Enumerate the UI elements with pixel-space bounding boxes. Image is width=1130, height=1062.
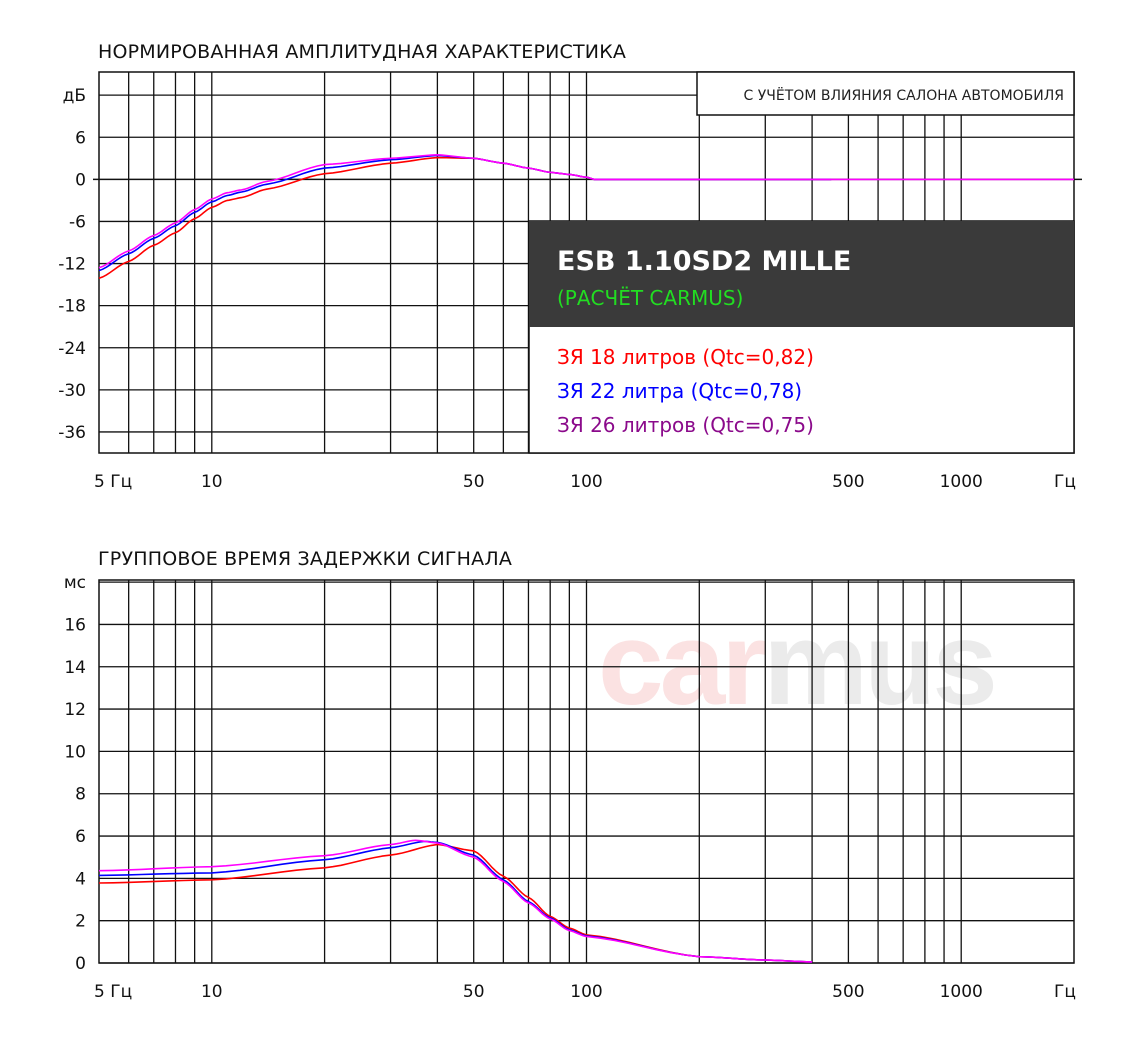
note-text: С УЧЁТОМ ВЛИЯНИЯ САЛОНА АВТОМОБИЛЯ <box>744 86 1064 104</box>
y-tick-label: -12 <box>58 255 86 275</box>
legend-model: ESB 1.10SD2 MILLE <box>557 246 851 277</box>
y-tick-label: 14 <box>64 658 86 678</box>
x-tick-label: 100 <box>570 982 602 1002</box>
y-tick-label: 0 <box>75 954 86 974</box>
y-tick-label: 0 <box>75 170 86 190</box>
series-line-2 <box>98 839 813 963</box>
x-tick-label: Гц <box>1054 982 1076 1002</box>
y-tick-label: мс <box>64 573 86 593</box>
x-tick-label: 10 <box>201 982 223 1002</box>
x-tick-label: 1000 <box>940 982 983 1002</box>
x-tick-label: 500 <box>832 472 864 492</box>
x-tick-label: 10 <box>201 472 223 492</box>
y-tick-label: 10 <box>64 742 86 762</box>
delay-chart-title: ГРУППОВОЕ ВРЕМЯ ЗАДЕРЖКИ СИГНАЛА <box>98 548 512 570</box>
note-box <box>696 71 1075 116</box>
x-tick-label: 50 <box>463 472 485 492</box>
amplitude-chart-title: НОРМИРОВАННАЯ АМПЛИТУДНАЯ ХАРАКТЕРИСТИКА <box>98 41 626 63</box>
y-tick-label: 12 <box>64 700 86 720</box>
y-tick-label: -6 <box>69 212 86 232</box>
y-tick-label: дБ <box>63 86 86 106</box>
x-tick-label: 5 Гц <box>94 982 132 1002</box>
amplitude-chart-overlays: С УЧЁТОМ ВЛИЯНИЯ САЛОНА АВТОМОБИЛЯ ESB 1… <box>528 71 1075 454</box>
y-tick-label: 16 <box>64 615 86 635</box>
y-tick-label: -36 <box>58 423 86 443</box>
y-tick-label: 8 <box>75 785 86 805</box>
y-tick-label: 6 <box>75 827 86 847</box>
y-tick-label: -30 <box>58 381 86 401</box>
legend-header <box>529 221 1074 327</box>
y-tick-label: 4 <box>75 869 86 889</box>
x-tick-label: Гц <box>1054 472 1076 492</box>
y-tick-label: -24 <box>58 339 86 359</box>
svg-text:carmus: carmus <box>598 598 994 730</box>
x-tick-label: 5 Гц <box>94 472 132 492</box>
carmus-watermark: carmus <box>598 598 998 730</box>
legend-entry-18l: ЗЯ 18 литров (Qtc=0,82) <box>557 345 814 369</box>
y-tick-label: 2 <box>75 912 86 932</box>
legend-entry-26l: ЗЯ 26 литров (Qtc=0,75) <box>557 413 814 437</box>
x-tick-label: 500 <box>832 982 864 1002</box>
x-tick-label: 1000 <box>940 472 983 492</box>
x-tick-label: 50 <box>463 982 485 1002</box>
y-tick-label: -18 <box>58 297 86 317</box>
series-line-1 <box>98 840 813 963</box>
series-line-0 <box>98 843 813 963</box>
series-line-2 <box>98 153 1074 269</box>
watermark-car: car <box>598 598 766 730</box>
legend-subtitle: (РАСЧЁТ CARMUS) <box>557 286 743 310</box>
group-delay-chart: мс 16 14 12 10 8 6 4 2 0 5 Гц 10 50 100 500 1000 Гц <box>64 573 1076 1002</box>
legend-entry-22l: ЗЯ 22 литра (Qtc=0,78) <box>557 379 802 403</box>
x-tick-label: 100 <box>570 472 602 492</box>
watermark-mus: mus <box>763 598 994 730</box>
y-tick-label: 6 <box>75 128 86 148</box>
